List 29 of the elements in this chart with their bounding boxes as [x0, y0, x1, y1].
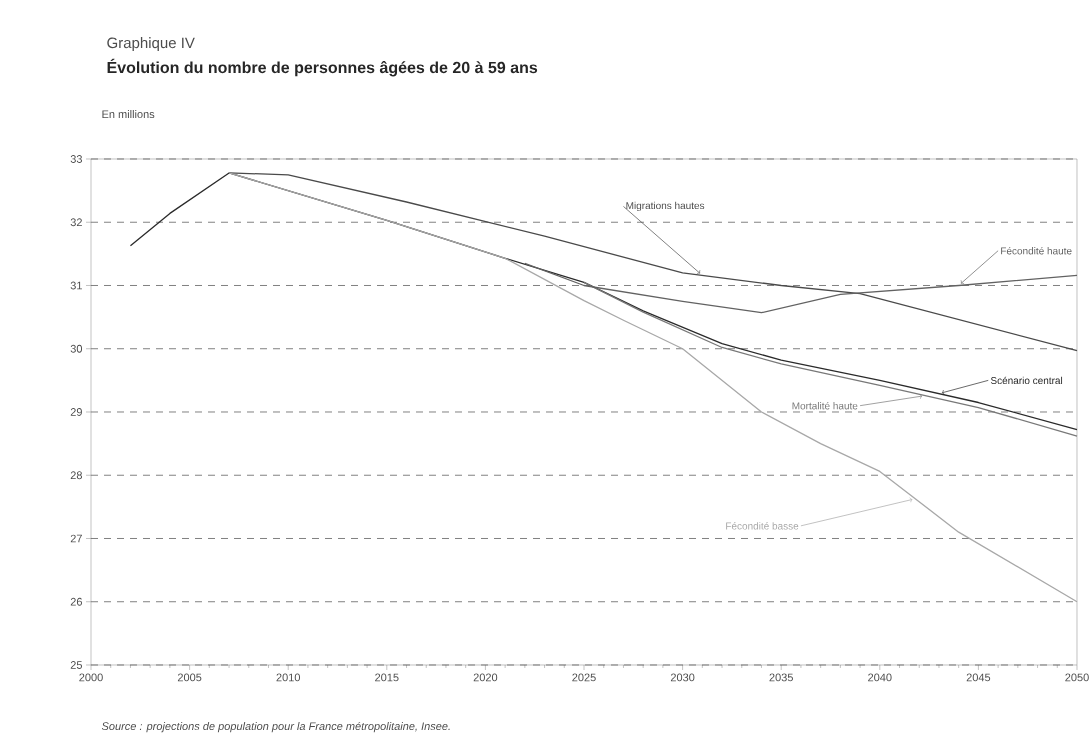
y-tick-label: 31	[70, 281, 82, 290]
x-tick-label: 2040	[868, 673, 892, 682]
y-tick-label: 32	[70, 218, 82, 227]
text: Fécondité haute	[1001, 246, 1072, 255]
text: Mortalité haute	[792, 401, 858, 410]
legend-label: Scénario central	[990, 376, 1063, 385]
x-tick-label: 2005	[177, 673, 202, 682]
x-tick-label: 2030	[670, 673, 695, 682]
y-tick-label: 30	[70, 344, 83, 353]
y-tick-label: 28	[70, 471, 82, 480]
text: Migrations hautes	[626, 201, 705, 212]
x-tick-label: 2010	[276, 673, 300, 682]
x-tick-label: 2025	[572, 673, 596, 682]
x-tick-label: 2015	[375, 673, 399, 682]
chart-title: Évolution du nombre de personnes âgées de 20 à 59 ans	[107, 58, 538, 77]
text: Fécondité basse	[726, 522, 799, 530]
y-tick-label: 27	[70, 534, 82, 543]
x-tick-label: 2050	[1065, 673, 1089, 682]
source-note: Source : projections de population pour la France métropolitaine, Insee.	[101, 721, 450, 733]
y-tick-label: 25	[70, 661, 82, 669]
chart-subtitle: Graphique IV	[107, 37, 195, 52]
x-tick-label: 2035	[769, 673, 793, 682]
y-tick-label: 33	[70, 155, 82, 163]
y-axis-title: En millions	[102, 110, 155, 119]
y-tick-label: 26	[70, 597, 82, 606]
x-tick-label: 2000	[79, 673, 103, 682]
y-tick-label: 29	[70, 408, 82, 416]
x-tick-label: 2045	[966, 673, 991, 682]
x-tick-label: 2020	[473, 673, 498, 682]
